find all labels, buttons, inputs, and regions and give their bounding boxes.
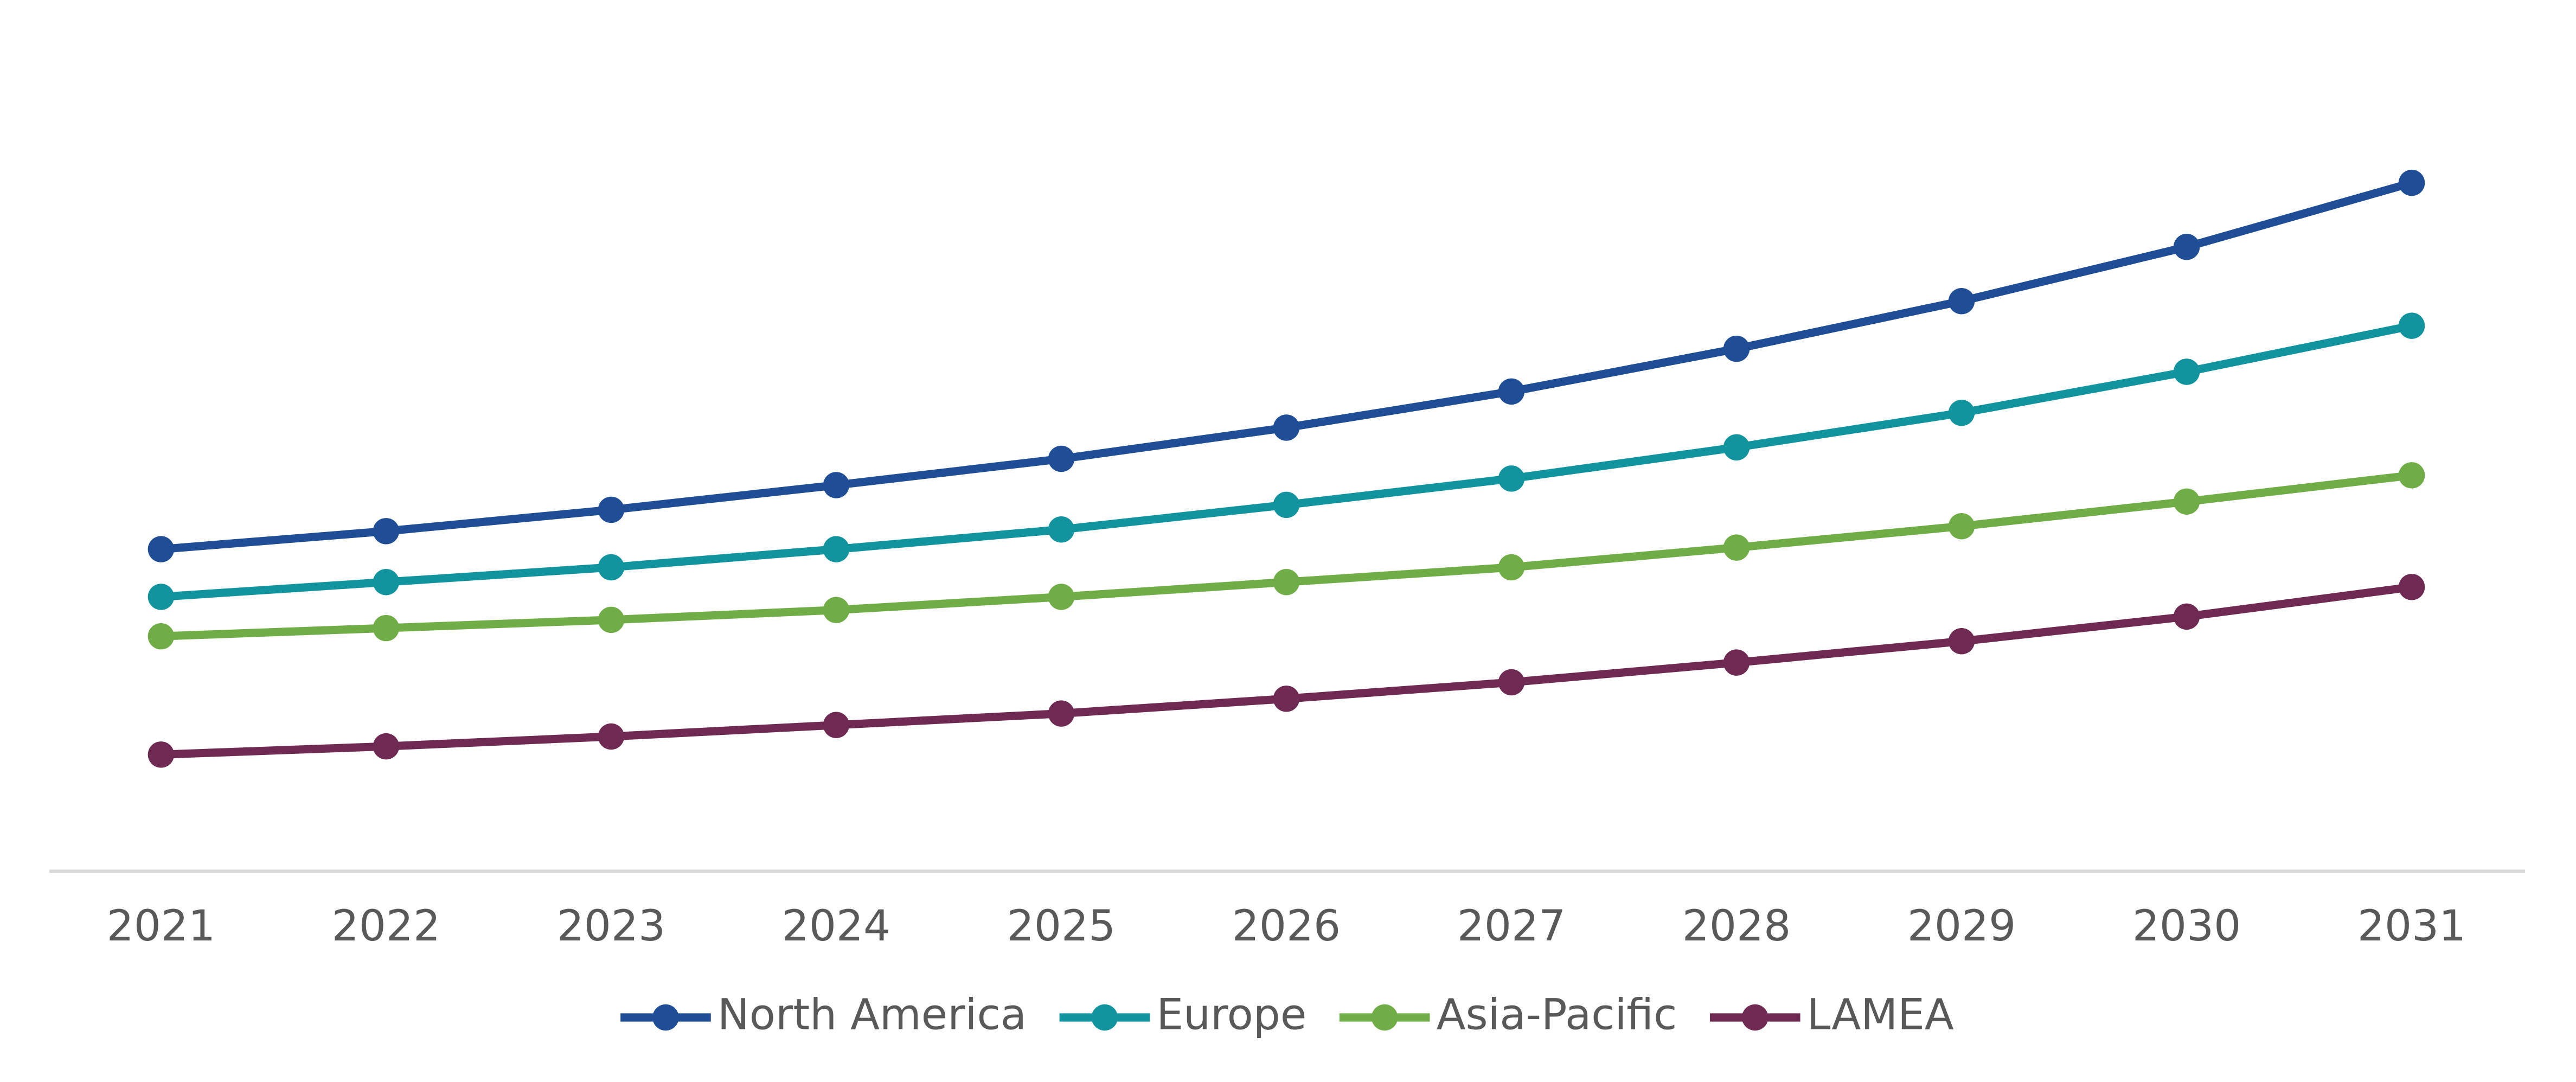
data-point: [1048, 584, 1075, 610]
legend-marker: [1091, 1004, 1118, 1031]
data-point: [1498, 378, 1525, 405]
data-point: [598, 606, 625, 633]
data-point: [2173, 358, 2200, 385]
x-tick-label: 2025: [1007, 901, 1116, 951]
data-point: [598, 496, 625, 523]
data-point: [373, 614, 400, 642]
data-point: [148, 741, 175, 768]
x-tick-label: 2021: [107, 901, 215, 951]
data-point: [148, 536, 175, 562]
data-point: [148, 623, 175, 650]
data-point: [1723, 534, 1750, 561]
x-tick-label: 2030: [2132, 901, 2241, 951]
x-tick-label: 2027: [1457, 901, 1566, 951]
legend: North America Europe Asia-Pacific LAMEA: [620, 989, 1954, 1039]
data-point: [2398, 462, 2425, 489]
data-point: [2398, 169, 2425, 196]
data-point: [598, 554, 625, 581]
data-point: [1723, 434, 1750, 461]
x-tick-label: 2026: [1232, 901, 1341, 951]
data-point: [1948, 399, 1975, 426]
data-point: [1498, 669, 1525, 696]
x-tick-label: 2022: [332, 901, 440, 951]
x-tick-label: 2024: [782, 901, 890, 951]
legend-label: Asia-Pacific: [1437, 989, 1677, 1039]
data-point: [2173, 603, 2200, 630]
data-point: [2398, 312, 2425, 339]
legend-marker: [1742, 1004, 1768, 1031]
data-point: [1723, 335, 1750, 362]
data-point: [2173, 234, 2200, 260]
data-point: [823, 712, 850, 739]
data-point: [1498, 465, 1525, 492]
data-point: [2173, 488, 2200, 515]
legend-label: Europe: [1156, 989, 1306, 1039]
data-point: [823, 536, 850, 562]
data-point: [373, 568, 400, 596]
data-point: [1048, 516, 1075, 543]
legend-label: North America: [717, 989, 1027, 1039]
data-point: [1048, 700, 1075, 727]
data-point: [1948, 628, 1975, 655]
legend-marker: [652, 1004, 679, 1031]
data-point: [1273, 491, 1300, 518]
data-point: [1273, 568, 1300, 596]
data-point: [1273, 414, 1300, 441]
data-point: [823, 472, 850, 498]
data-point: [373, 733, 400, 760]
x-tick-label: 2031: [2357, 901, 2466, 951]
x-tick-label: 2023: [557, 901, 665, 951]
data-point: [1948, 287, 1975, 315]
data-point: [823, 597, 850, 623]
data-point: [2398, 574, 2425, 600]
x-tick-label: 2029: [1907, 901, 2016, 951]
series-line: [161, 322, 2413, 601]
data-point: [1048, 445, 1075, 472]
data-point: [373, 518, 400, 545]
data-point: [1498, 554, 1525, 581]
data-point: [1273, 686, 1300, 712]
x-tick-label: 2028: [1682, 901, 1791, 951]
data-point: [1723, 649, 1750, 676]
series-line: [161, 582, 2413, 759]
legend-marker: [1371, 1004, 1398, 1031]
legend-label: LAMEA: [1807, 989, 1954, 1039]
data-point: [598, 723, 625, 750]
data-point: [1948, 513, 1975, 540]
data-point: [148, 584, 175, 610]
